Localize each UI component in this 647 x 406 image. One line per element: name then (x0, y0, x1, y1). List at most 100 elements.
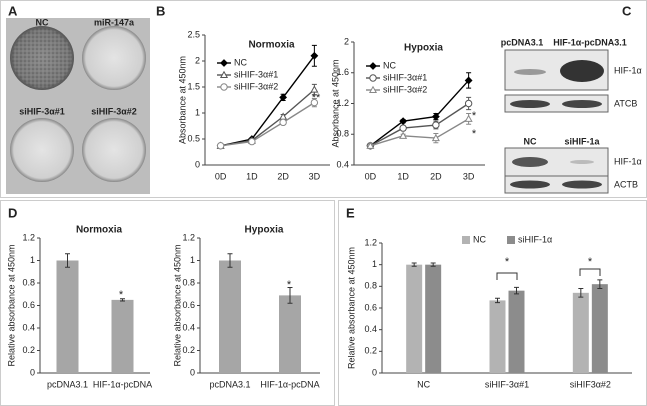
point (310, 85, 319, 93)
error-bar (578, 288, 584, 298)
x-tick-label: HIF-1α-pcDNA (93, 379, 152, 389)
bar (56, 260, 79, 373)
legend-label: siHIF-3α#2 (383, 84, 427, 94)
x-tick-label: 2D (430, 171, 442, 181)
band (510, 180, 550, 189)
error-bar (65, 253, 70, 268)
annotation: * (472, 110, 477, 122)
bar (219, 260, 241, 373)
bar (406, 264, 423, 373)
chart-title: Hypoxia (404, 43, 443, 54)
colonies (12, 28, 72, 88)
significance-bracket (496, 272, 518, 280)
band (562, 100, 602, 108)
axis-line (199, 238, 320, 374)
legend-label: siHIF-3α#1 (234, 69, 278, 79)
band (514, 69, 546, 75)
y-tick-label: 0.4 (22, 322, 35, 332)
y-tick-label: 2 (344, 36, 349, 46)
x-tick-label: NC (417, 379, 430, 389)
significance-bracket (579, 268, 601, 276)
annotation: * (287, 279, 292, 291)
x-tick-label: HIF-1α-pcDNA (260, 379, 319, 389)
y-tick-label: 0 (372, 367, 377, 377)
x-tick-label: siHIF-3α#1 (485, 379, 529, 389)
band (562, 180, 602, 189)
well-label: siHIF-3α#1 (19, 106, 65, 116)
y-tick-label: 0.8 (336, 129, 349, 139)
x-tick-label: 1D (397, 171, 409, 181)
y-tick-label: 0 (190, 367, 195, 377)
legend-label: NC (473, 234, 486, 244)
error-bar (430, 262, 436, 267)
x-tick-label: 3D (463, 171, 475, 181)
legend-swatch (462, 236, 470, 244)
point (399, 124, 407, 132)
legend-marker (220, 59, 228, 67)
lane-label: pcDNA3.1 (501, 37, 544, 47)
bar (279, 295, 301, 373)
bar (508, 290, 525, 373)
point (310, 98, 319, 107)
lane-label: siHIF-1a (564, 136, 600, 146)
x-tick-label: 0D (215, 171, 227, 181)
series-line (370, 102, 470, 147)
y-tick-label: 0.6 (182, 300, 195, 310)
series-line (220, 102, 315, 147)
bar (111, 299, 134, 373)
error-bar (514, 286, 519, 295)
y-tick-label: 1.2 (22, 232, 35, 242)
annotation: * (119, 289, 124, 301)
point (216, 142, 225, 150)
y-tick-label: 0.8 (182, 277, 195, 287)
x-tick-label: 2D (277, 171, 289, 181)
x-tick-label: pcDNA3.1 (47, 379, 88, 389)
legend-label: siHIF-3α#1 (383, 72, 427, 82)
point (431, 133, 440, 142)
well-label: miR-147a (94, 17, 135, 27)
x-tick-label: 0D (365, 171, 377, 181)
band (510, 100, 550, 108)
point (310, 51, 319, 60)
legend-label: siHIF-3α#2 (234, 81, 278, 91)
legend-label: siHIF-1α (518, 234, 552, 244)
dish (82, 118, 146, 182)
panel-label: D (8, 205, 17, 220)
annotation: * (472, 128, 477, 140)
y-tick-label: 0.6 (22, 300, 35, 310)
chart-title: Normoxia (248, 40, 295, 51)
error-bar (227, 253, 233, 268)
y-tick-label: 2.5 (187, 29, 200, 39)
series-line (370, 118, 469, 147)
y-tick-label: 1.2 (336, 98, 349, 108)
y-tick-label: 1 (372, 259, 377, 269)
bar (572, 292, 589, 373)
point (279, 93, 288, 102)
y-tick-label: 0 (30, 367, 35, 377)
annotation: * (588, 256, 593, 268)
y-axis-label: Absorbance at 450nm (177, 56, 187, 144)
legend-marker (219, 70, 229, 79)
chart-title: Normoxia (76, 225, 123, 236)
bar (489, 300, 506, 373)
point (464, 99, 473, 108)
band-label: ACTB (614, 179, 638, 189)
point (464, 114, 473, 122)
legend-label: NC (234, 57, 247, 67)
band-label: HIF-1α (614, 156, 642, 166)
y-axis-label: Absorbance at 450nm (330, 59, 340, 147)
y-tick-label: 1 (30, 255, 35, 265)
y-axis-label: Relative absorbance at 450nm (172, 244, 182, 366)
y-tick-label: 0.2 (364, 346, 377, 356)
y-tick-label: 1.5 (187, 81, 200, 91)
y-tick-label: 0.2 (22, 345, 35, 355)
lane-label: HIF-1α-pcDNA3.1 (553, 37, 627, 47)
lane-label: NC (524, 136, 537, 146)
y-tick-label: 0.4 (364, 324, 377, 334)
error-bar (411, 262, 417, 267)
y-tick-label: 1 (190, 255, 195, 265)
legend-swatch (507, 236, 515, 244)
legend-marker (369, 74, 377, 82)
error-bar (120, 298, 125, 302)
